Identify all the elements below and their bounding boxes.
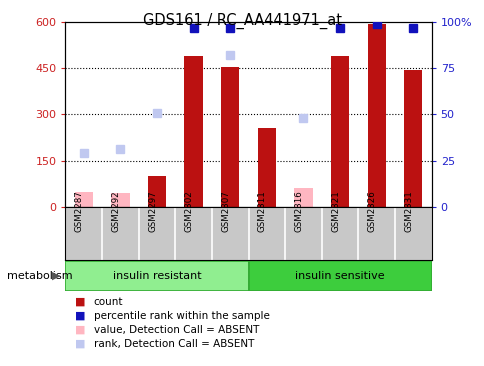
Text: ■: ■ [75, 297, 86, 307]
Text: GSM2326: GSM2326 [367, 190, 376, 232]
Text: GSM2297: GSM2297 [148, 190, 157, 232]
Text: ▶: ▶ [51, 271, 60, 281]
Bar [403, 70, 422, 207]
Text: GSM2316: GSM2316 [294, 190, 303, 232]
Text: value, Detection Call = ABSENT: value, Detection Call = ABSENT [93, 325, 258, 335]
Text: GSM2302: GSM2302 [184, 190, 193, 232]
Bar [75, 192, 93, 207]
Text: insulin sensitive: insulin sensitive [295, 271, 384, 281]
Text: insulin resistant: insulin resistant [112, 271, 201, 281]
Text: metabolism: metabolism [7, 271, 73, 281]
Bar [294, 188, 312, 207]
Bar [184, 56, 202, 207]
Text: ■: ■ [75, 339, 86, 349]
Text: GDS161 / RC_AA441971_at: GDS161 / RC_AA441971_at [143, 13, 341, 29]
Text: GSM2292: GSM2292 [111, 190, 120, 232]
Text: count: count [93, 297, 123, 307]
Bar [367, 23, 385, 207]
Text: GSM2321: GSM2321 [331, 190, 339, 232]
Bar [221, 67, 239, 207]
Text: GSM2311: GSM2311 [257, 190, 266, 232]
Bar [111, 193, 129, 207]
Text: GSM2307: GSM2307 [221, 190, 230, 232]
Text: ■: ■ [75, 311, 86, 321]
Bar [65, 261, 248, 291]
Bar [148, 176, 166, 207]
Text: ■: ■ [75, 325, 86, 335]
Text: rank, Detection Call = ABSENT: rank, Detection Call = ABSENT [93, 339, 254, 349]
Text: percentile rank within the sample: percentile rank within the sample [93, 311, 269, 321]
Text: GSM2287: GSM2287 [75, 190, 84, 232]
Bar [257, 128, 275, 207]
Bar [248, 261, 431, 291]
Bar [330, 56, 348, 207]
Text: GSM2331: GSM2331 [404, 190, 412, 232]
